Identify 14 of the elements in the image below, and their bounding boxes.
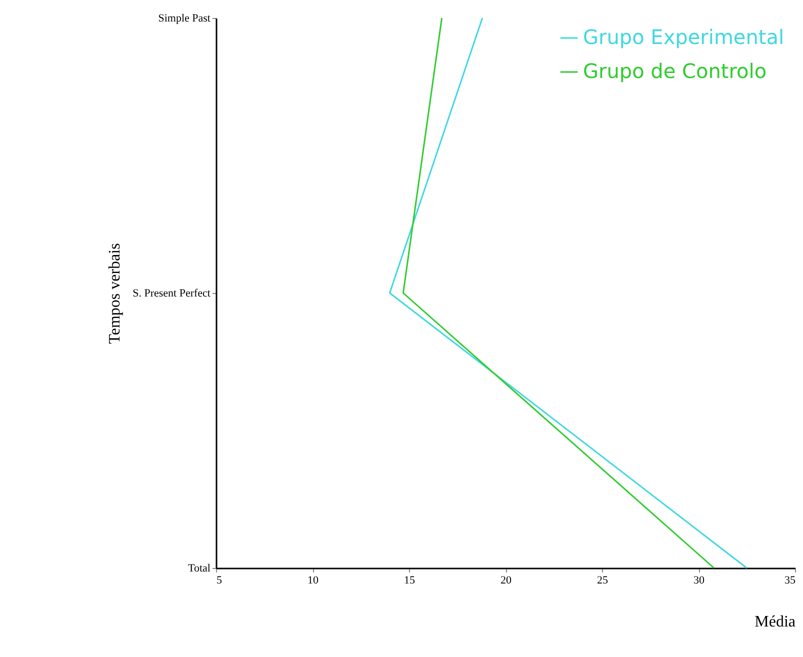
x-tick-label: 10	[308, 574, 319, 586]
x-tick-label: 20	[500, 574, 512, 586]
y-tick-label: S. Present Perfect	[132, 288, 210, 300]
y-tick-label: Simple Past	[158, 12, 210, 24]
y-tick-label: Total	[188, 562, 210, 574]
x-tick-label: 30	[694, 574, 705, 586]
x-axis-title: Média	[754, 614, 796, 630]
y-axis-title: Tempos verbais	[106, 243, 124, 344]
legend-label: Grupo de Controlo	[583, 59, 767, 83]
x-tick-label: 25	[597, 574, 608, 586]
x-tick-label: 35	[784, 574, 796, 586]
x-tick-label: 15	[404, 574, 416, 586]
legend-label: Grupo Experimental	[583, 25, 784, 49]
x-tick-label: 5	[216, 574, 222, 586]
